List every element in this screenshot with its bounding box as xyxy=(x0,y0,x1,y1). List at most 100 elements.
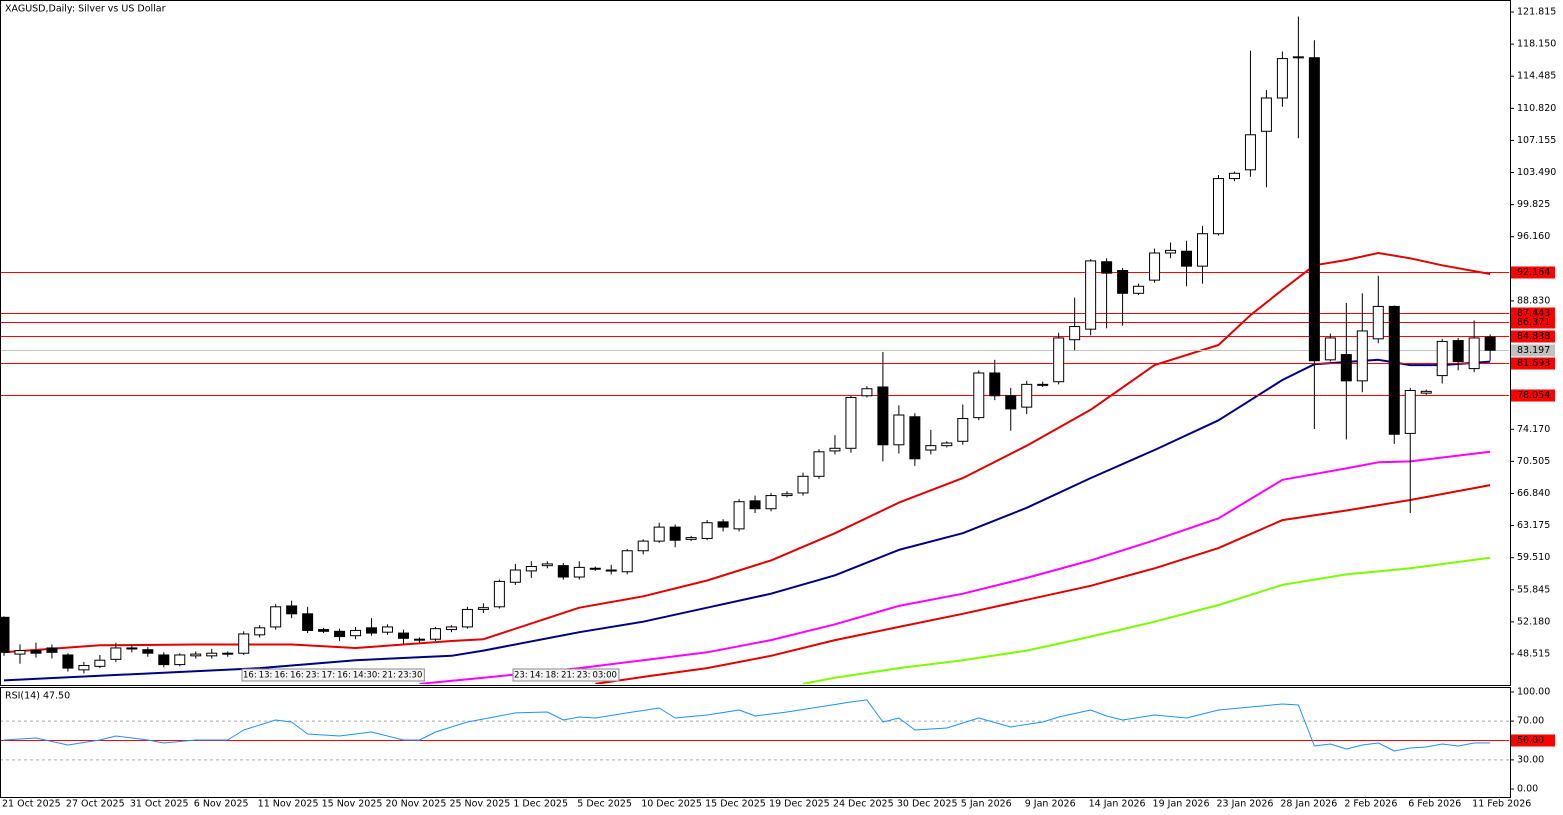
level-label-box xyxy=(1511,330,1555,343)
candle-body xyxy=(206,652,218,657)
x-tick-label: 15 Nov 2025 xyxy=(322,799,383,810)
rsi-y-tick-label: 0.00 xyxy=(1517,783,1538,794)
candle-body xyxy=(557,565,569,578)
event-label: 23: xyxy=(577,671,591,681)
candle-body xyxy=(781,493,793,497)
candle-body xyxy=(1133,285,1145,294)
candle-body xyxy=(1117,270,1129,294)
candle-body xyxy=(1037,383,1049,386)
level-label: 87.443 xyxy=(1517,308,1550,319)
candle-body xyxy=(413,638,425,641)
candle-body xyxy=(1101,261,1113,274)
candle-body xyxy=(429,628,441,640)
candle-body xyxy=(1324,337,1336,361)
candle-body xyxy=(605,569,617,572)
x-tick-label: 11 Nov 2025 xyxy=(258,799,319,810)
candle-body xyxy=(366,627,378,634)
event-box xyxy=(512,668,620,682)
y-tick-label: 96.160 xyxy=(1517,231,1550,242)
x-tick-label: 9 Jan 2026 xyxy=(1025,799,1076,810)
overlay: 121.815 118.150 114.485 110.820 107.155 103.4… xyxy=(2,7,1556,810)
candle-body xyxy=(1404,389,1416,434)
candle-body xyxy=(78,664,90,671)
event-label: 18: xyxy=(545,671,559,681)
x-tick-label: 1 Dec 2025 xyxy=(513,799,568,810)
candle-body xyxy=(286,605,298,615)
candle-body xyxy=(829,447,841,452)
x-tick-label: 14 Jan 2026 xyxy=(1089,799,1146,810)
candle-body xyxy=(1005,395,1017,410)
x-tick-label: 6 Feb 2026 xyxy=(1408,799,1461,810)
candle-body xyxy=(717,521,729,528)
candle-body xyxy=(1356,330,1368,382)
candle-body xyxy=(909,416,921,460)
chart-title: XAGUSD,Daily: Silver vs US Dollar xyxy=(5,4,166,15)
x-tick-label: 19 Jan 2026 xyxy=(1153,799,1210,810)
candle-body xyxy=(318,629,330,632)
candle-body xyxy=(350,629,362,637)
candle-body xyxy=(190,653,202,657)
candle-body xyxy=(1260,97,1272,132)
candle-body xyxy=(845,396,857,449)
candle-body xyxy=(158,654,170,666)
y-tick-label: 107.155 xyxy=(1517,135,1556,146)
y-tick-label: 88.830 xyxy=(1517,295,1550,306)
candle-body xyxy=(621,550,633,573)
level-label: 83.197 xyxy=(1517,345,1550,356)
rsi-y-tick-label: 100.00 xyxy=(1517,686,1550,697)
candle-body xyxy=(989,372,1001,397)
event-label: 14: xyxy=(530,671,544,681)
x-tick-label: 27 Oct 2025 xyxy=(66,799,125,810)
moving-average xyxy=(3,252,1491,654)
candle-body xyxy=(1021,383,1033,408)
event-label: 21: xyxy=(382,671,396,681)
candle-body xyxy=(733,501,745,530)
y-tick-label: 99.825 xyxy=(1517,199,1550,210)
candle-body xyxy=(142,649,154,654)
candle-body xyxy=(1244,134,1256,171)
event-label: 23: xyxy=(514,671,528,681)
level-label-box xyxy=(1511,357,1555,370)
candle-body xyxy=(893,414,905,446)
candle-body xyxy=(1420,390,1432,394)
candle-body xyxy=(477,607,489,610)
level-label-box xyxy=(1511,344,1555,357)
rsi-plot xyxy=(1,699,1509,761)
candle-body xyxy=(398,632,409,639)
moving-average xyxy=(419,450,1491,684)
y-tick-label: 74.170 xyxy=(1517,424,1550,435)
level-label-box xyxy=(1511,266,1555,279)
rsi-level-label: 50.00 xyxy=(1517,735,1544,746)
x-tick-label: 5 Jan 2026 xyxy=(961,799,1012,810)
candle-body xyxy=(541,563,553,567)
x-tick-label: 5 Dec 2025 xyxy=(577,799,632,810)
x-tick-label: 11 Feb 2026 xyxy=(1472,799,1531,810)
candle-body xyxy=(1181,250,1193,267)
candle-body xyxy=(701,522,713,539)
main-panel xyxy=(0,0,1511,686)
candle-body xyxy=(749,500,761,510)
event-label: 17: xyxy=(321,671,335,681)
candle-body xyxy=(1436,340,1448,377)
level-label: 92.164 xyxy=(1517,267,1550,278)
y-tick-label: 59.510 xyxy=(1517,552,1550,563)
rsi-line xyxy=(3,699,1491,752)
candle-body xyxy=(382,626,394,633)
level-label: 78.054 xyxy=(1517,390,1550,401)
candle-body xyxy=(925,445,937,451)
event-label: 23:30 xyxy=(398,671,423,681)
candle-body xyxy=(110,647,122,660)
candle-body xyxy=(30,650,42,654)
rsi-panel xyxy=(0,687,1511,798)
level-label-box xyxy=(1511,316,1555,329)
level-label: 84.838 xyxy=(1517,331,1550,342)
candle-body xyxy=(1372,305,1384,340)
candle-body xyxy=(589,567,601,570)
candle-body xyxy=(94,659,106,667)
candle-body xyxy=(270,606,282,628)
x-tick-label: 6 Nov 2025 xyxy=(194,799,249,810)
x-tick-label: 2 Feb 2026 xyxy=(1344,799,1397,810)
candle-body xyxy=(877,386,889,446)
event-label: 16: xyxy=(290,671,304,681)
